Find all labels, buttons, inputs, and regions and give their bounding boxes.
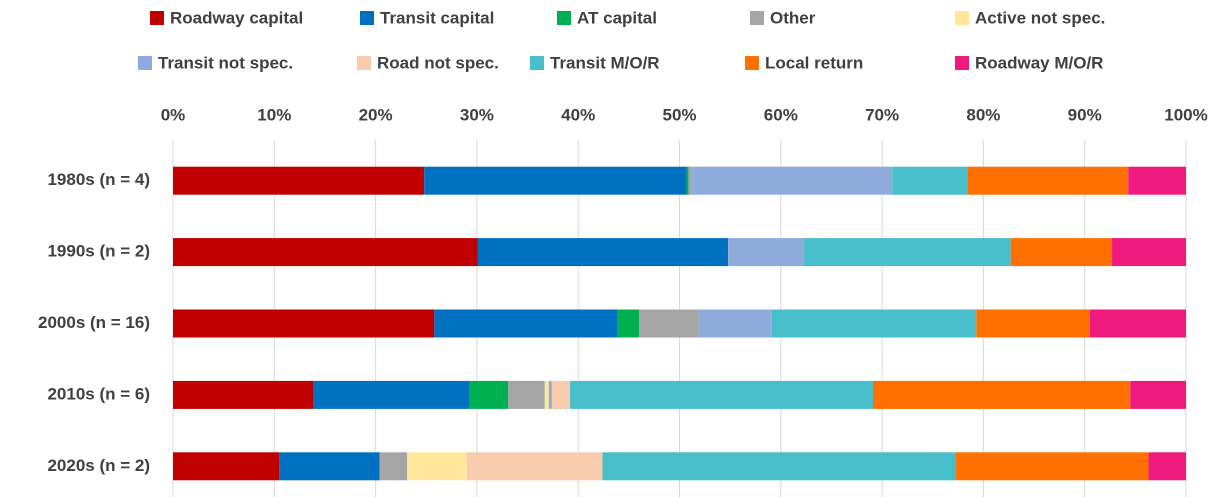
bar-segment bbox=[1148, 452, 1186, 481]
legend-label: Roadway capital bbox=[170, 8, 303, 27]
legend-swatch bbox=[357, 56, 371, 70]
legend-swatch bbox=[750, 11, 764, 25]
bar-segment bbox=[602, 452, 957, 481]
legend-label: Transit M/O/R bbox=[550, 53, 660, 72]
bar-segment bbox=[686, 166, 689, 195]
legend-swatch bbox=[955, 56, 969, 70]
bar-segment bbox=[967, 166, 1129, 195]
bar-segment bbox=[570, 380, 873, 409]
x-tick-label: 10% bbox=[257, 105, 291, 124]
x-tick-label: 0% bbox=[161, 105, 186, 124]
y-tick-label: 1990s (n = 2) bbox=[47, 242, 150, 261]
x-tick-label: 70% bbox=[865, 105, 899, 124]
legend-swatch bbox=[360, 11, 374, 25]
bar-segment bbox=[688, 166, 692, 195]
x-tick-label: 90% bbox=[1068, 105, 1102, 124]
legend-swatch bbox=[530, 56, 544, 70]
legend-swatch bbox=[557, 11, 571, 25]
y-tick-label: 2010s (n = 6) bbox=[47, 384, 150, 403]
bar-segment bbox=[173, 309, 435, 338]
x-tick-label: 60% bbox=[764, 105, 798, 124]
bar-segment bbox=[407, 452, 467, 481]
x-tick-label: 100% bbox=[1164, 105, 1207, 124]
bar-segment bbox=[698, 309, 772, 338]
x-tick-label: 80% bbox=[966, 105, 1000, 124]
legend-label: Transit not spec. bbox=[158, 53, 293, 72]
legend-label: Road not spec. bbox=[377, 53, 499, 72]
bar-segment bbox=[173, 380, 314, 409]
bar-segment bbox=[279, 452, 380, 481]
bar-segment bbox=[173, 452, 280, 481]
bar-segment bbox=[379, 452, 408, 481]
y-tick-label: 1980s (n = 4) bbox=[47, 170, 150, 189]
legend-label: Local return bbox=[765, 53, 863, 72]
bar-segment bbox=[771, 309, 977, 338]
bar-segment bbox=[892, 166, 968, 195]
legend-swatch bbox=[138, 56, 152, 70]
x-tick-label: 50% bbox=[662, 105, 696, 124]
legend-swatch bbox=[745, 56, 759, 70]
bar-segment bbox=[544, 380, 549, 409]
bar-segment bbox=[424, 166, 687, 195]
legend-swatch bbox=[150, 11, 164, 25]
bar-segment bbox=[466, 452, 603, 481]
bar-segment bbox=[508, 380, 545, 409]
legend-swatch bbox=[955, 11, 969, 25]
legend-label: Other bbox=[770, 8, 816, 27]
y-tick-label: 2000s (n = 16) bbox=[38, 313, 150, 332]
bar-segment bbox=[173, 238, 478, 267]
bar-segment bbox=[1128, 166, 1186, 195]
bar-segment bbox=[691, 166, 893, 195]
bar-segment bbox=[1130, 380, 1186, 409]
bar-segment bbox=[804, 238, 1011, 267]
bar-segment bbox=[872, 380, 1131, 409]
legend-label: Transit capital bbox=[380, 8, 494, 27]
x-tick-label: 40% bbox=[561, 105, 595, 124]
bar-segment bbox=[469, 380, 509, 409]
legend-label: AT capital bbox=[577, 8, 657, 27]
bar-segment bbox=[1112, 238, 1186, 267]
bar-segment bbox=[173, 166, 425, 195]
legend-label: Roadway M/O/R bbox=[975, 53, 1103, 72]
legend-label: Active not spec. bbox=[975, 8, 1105, 27]
bar-segment bbox=[956, 452, 1149, 481]
bar-segment bbox=[313, 380, 470, 409]
bar-segment bbox=[617, 309, 639, 338]
bar-segment bbox=[551, 380, 571, 409]
bar-segment bbox=[477, 238, 729, 267]
bar-segment bbox=[1010, 238, 1113, 267]
bar-segment bbox=[728, 238, 805, 267]
y-tick-label: 2020s (n = 2) bbox=[47, 456, 150, 475]
x-tick-label: 20% bbox=[359, 105, 393, 124]
bar-segment bbox=[638, 309, 699, 338]
bar-segment bbox=[976, 309, 1090, 338]
bar-segment bbox=[548, 380, 552, 409]
x-tick-label: 30% bbox=[460, 105, 494, 124]
bar-segment bbox=[434, 309, 618, 338]
bar-segment bbox=[1089, 309, 1186, 338]
